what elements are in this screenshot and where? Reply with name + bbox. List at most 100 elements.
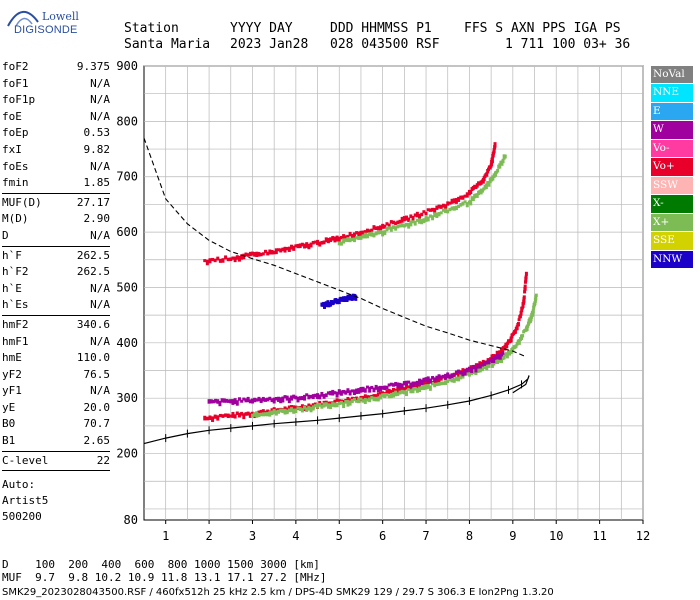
echo-point [226,413,230,419]
echo-point [396,387,400,394]
echo-point [233,256,237,263]
echo-point [448,201,452,205]
echo-point [409,220,413,227]
echo-point [347,296,351,301]
echo-point [405,390,409,397]
echo-point [381,386,385,390]
echo-point [452,206,456,211]
echo-point [226,257,230,262]
echo-point [290,395,294,401]
echo-point [224,413,228,417]
echo-point [492,358,496,363]
echo-point [231,411,235,418]
echo-point [313,240,317,244]
echo-point [329,403,333,410]
echo-point [471,186,475,191]
echo-point [240,254,244,260]
echo-point [331,389,335,396]
echo-point [394,226,398,231]
echo-point [474,366,478,373]
echo-point [478,364,482,369]
echo-point [444,204,448,210]
echo-point [459,202,463,207]
echo-point [383,393,387,399]
echo-point [424,384,428,390]
echo-point [392,388,395,393]
echo-point [376,392,380,397]
echo-point [294,405,298,409]
echo-point [472,369,476,375]
echo-point [521,302,525,309]
echo-point [376,396,380,402]
echo-point [409,382,413,389]
echo-point [311,240,315,245]
echo-point [376,230,380,235]
footer-file-info: SMK29_2023028043500.RSF / 460fx512h 25 k… [2,587,554,598]
echo-point [342,234,346,240]
echo-point [346,396,350,401]
param-value: 9.375 [76,60,110,73]
param-row: MUF(D) 27.17 [2,195,110,212]
echo-point [211,257,215,262]
echo-point [435,378,439,385]
echo-point [368,232,372,237]
echo-point [324,402,328,407]
echo-point [368,229,372,233]
param-value: 340.6 [76,317,110,331]
echo-point [326,391,330,395]
echo-point [268,249,272,255]
echo-point [465,370,469,376]
echo-point [259,409,263,415]
echo-point [474,363,478,368]
echo-point [487,167,491,172]
echo-point [463,194,467,198]
echo-point [487,362,491,368]
echo-point [387,388,391,394]
echo-point [394,221,398,226]
echo-point [498,163,502,169]
echo-point [365,395,369,400]
echo-point [333,399,337,406]
y-tick-label: 400 [116,336,138,350]
echo-point [274,248,278,255]
echo-point [294,244,298,248]
param-name: B0 [2,417,16,431]
echo-point [257,410,261,415]
echo-point [311,394,315,400]
echo-point [359,387,363,393]
echo-point [398,390,402,395]
echo-point [525,325,529,331]
muf-curve [143,137,527,358]
echo-point [250,413,254,418]
echo-point [454,205,458,211]
echo-point [350,396,354,401]
echo-point [348,238,352,243]
echo-point [526,324,530,328]
echo-point [461,374,465,379]
param-name: D [2,228,9,242]
echo-point [307,243,311,250]
echo-point [487,359,491,365]
echo-point [459,195,463,200]
echo-point [387,226,391,230]
echo-point [370,228,374,232]
echo-point [337,241,341,246]
echo-point [268,396,272,401]
header-time-value: 028 043500 RSF [330,37,440,52]
echo-point [439,211,443,215]
echo-point [233,398,237,404]
echo-point [450,373,454,379]
legend-item: Vo- [651,139,693,158]
echo-point [320,391,324,397]
echo-point [350,389,354,393]
echo-point [517,339,521,345]
echo-point [441,208,445,212]
echo-point [361,230,365,235]
echo-point [418,378,422,384]
echo-point [520,306,524,310]
param-row: yF2 76.5 [2,367,110,384]
echo-point [411,384,415,390]
digisonde-arc-icon [7,11,39,27]
echo-point [498,354,502,360]
echo-point [344,238,348,242]
